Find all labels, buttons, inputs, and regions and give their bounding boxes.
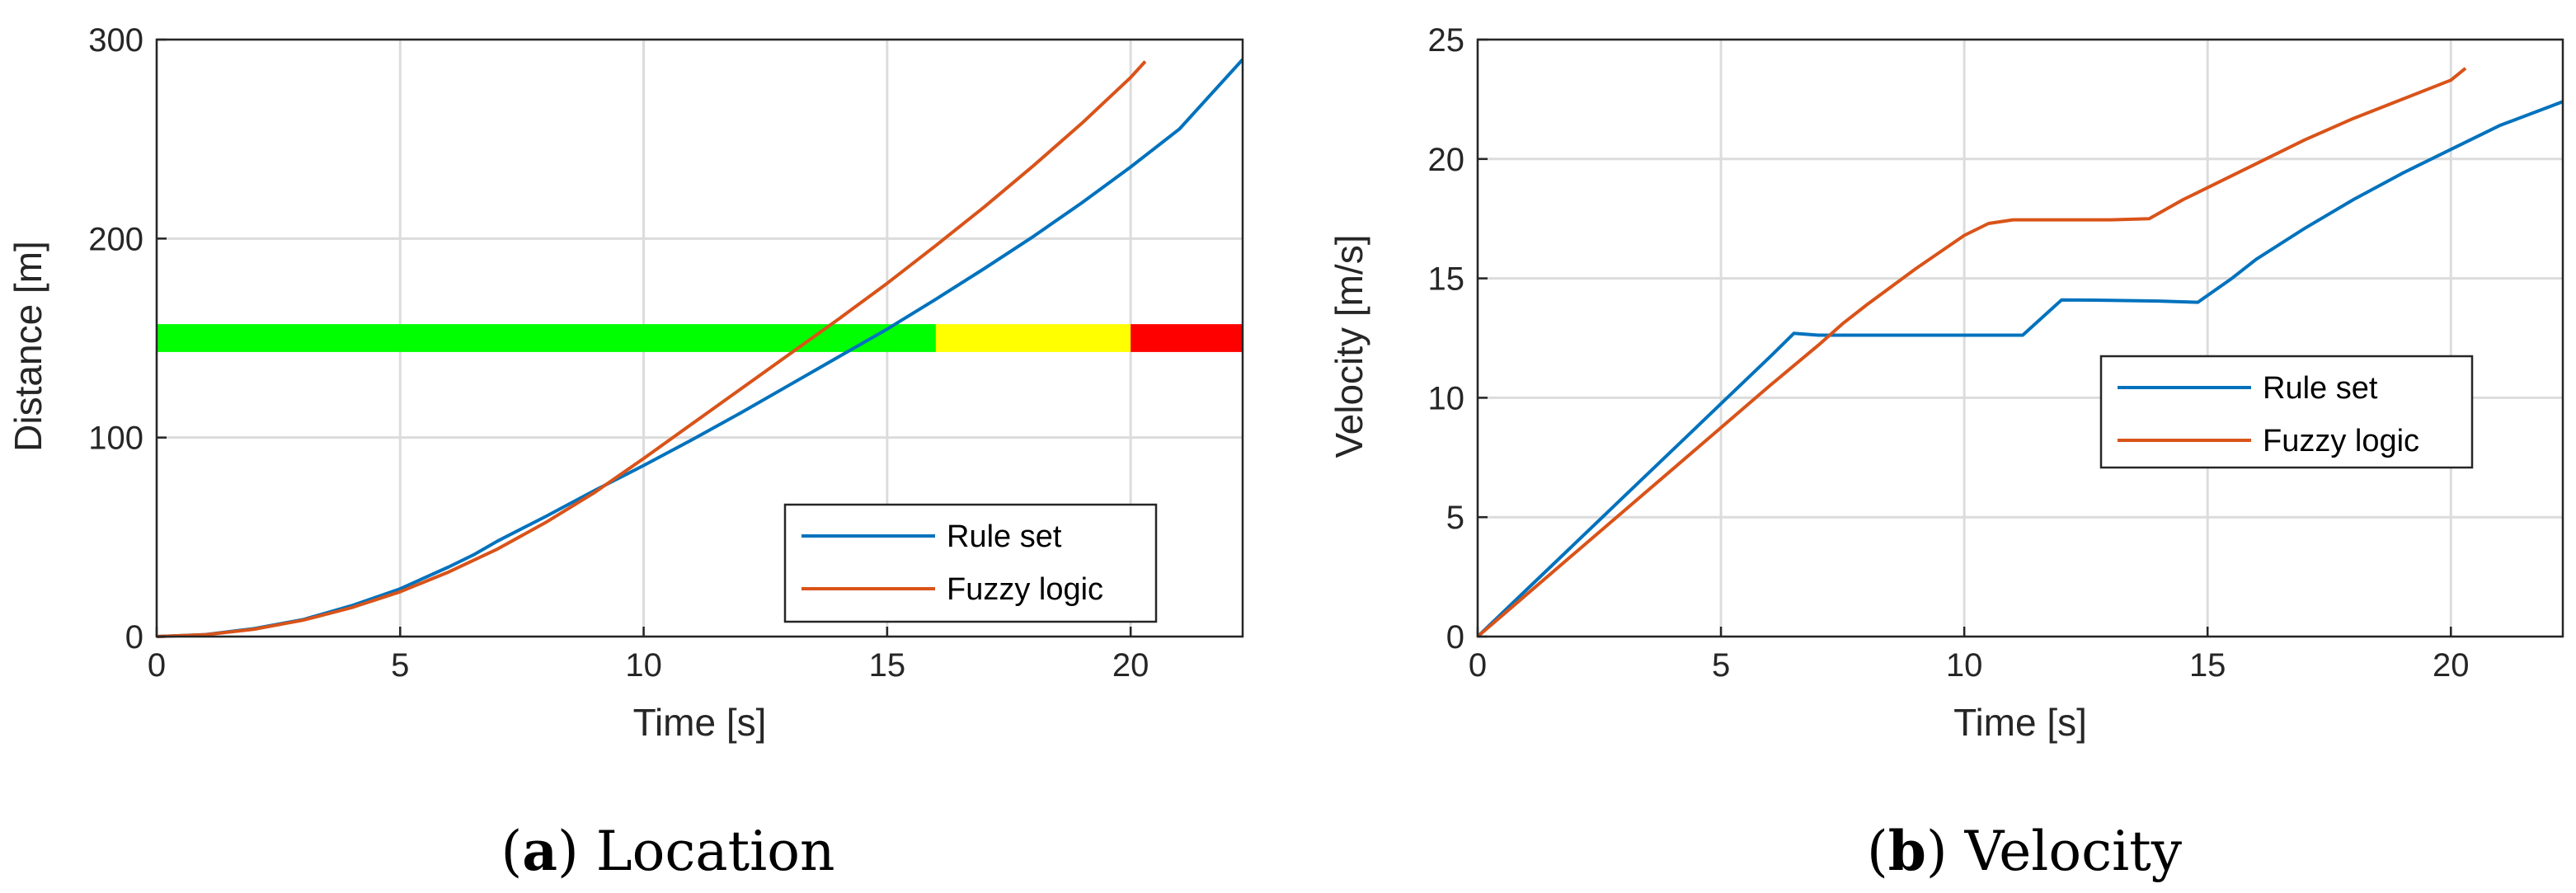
zone-band-green	[157, 324, 936, 352]
x-axis-label: Time [s]	[633, 701, 767, 744]
y-tick-label: 20	[1428, 142, 1465, 178]
y-tick-label: 0	[1446, 619, 1464, 656]
y-tick-label: 10	[1428, 380, 1465, 416]
series-line-fuzzy-logic	[1476, 67, 2467, 638]
zone-band-red	[1131, 324, 1243, 352]
caption-b-letter: b	[1888, 819, 1926, 883]
legend-label-fuzzy-logic: Fuzzy logic	[2263, 424, 2419, 458]
x-tick-label: 5	[1712, 647, 1730, 684]
caption-a-text: Location	[596, 820, 835, 883]
y-tick-label: 0	[125, 619, 143, 656]
x-tick-label: 10	[1946, 647, 1983, 684]
y-tick-label: 300	[88, 22, 143, 59]
legend: Rule set Fuzzy logic	[783, 503, 1158, 623]
plot-frame	[1476, 38, 2564, 638]
x-tick-label: 20	[2433, 647, 2470, 684]
caption-a-letter: a	[522, 819, 557, 883]
legend-label-rule-set: Rule set	[2263, 371, 2378, 406]
zone-bands	[157, 324, 1243, 352]
y-tick-label: 200	[88, 221, 143, 257]
caption-b: (b) Velocity	[1867, 819, 2183, 883]
series-line-rule-set	[156, 58, 1244, 638]
grid-lines	[1476, 38, 2563, 638]
plot-frame	[155, 38, 1244, 638]
x-tick-label: 15	[2189, 647, 2226, 684]
y-tick-label: 25	[1428, 22, 1465, 59]
zone-band-yellow	[935, 324, 1131, 352]
tick-labels: 0 5 10 15 20 0 5 10 15 20 25	[1428, 22, 2470, 684]
caption-a: (a) Location	[501, 819, 835, 883]
panel-velocity-chart: 0 5 10 15 20 0 5 10 15 20 25 Rule set Fuzzy logic T…	[1328, 22, 2564, 744]
axes-box	[155, 38, 1244, 638]
series-lines	[156, 58, 1244, 638]
legend-box	[2099, 355, 2474, 469]
x-tick-label: 20	[1112, 647, 1149, 684]
legend-label-rule-set: Rule set	[947, 519, 1062, 554]
series-line-rule-set	[1476, 100, 2564, 638]
series-lines	[1476, 67, 2564, 638]
legend-label-fuzzy-logic: Fuzzy logic	[947, 572, 1103, 607]
x-tick-label: 10	[625, 647, 662, 684]
x-tick-label: 0	[1469, 647, 1487, 684]
y-tick-label: 5	[1446, 500, 1464, 536]
y-axis-label: Velocity [m/s]	[1328, 235, 1370, 458]
y-tick-label: 15	[1428, 261, 1465, 298]
axes-box	[1476, 38, 2564, 638]
legend-box	[783, 503, 1158, 623]
x-tick-label: 15	[869, 647, 906, 684]
y-axis-label: Distance [m]	[7, 241, 49, 452]
series-line-fuzzy-logic	[156, 60, 1147, 638]
legend: Rule set Fuzzy logic	[2099, 355, 2474, 469]
y-tick-label: 100	[88, 421, 143, 457]
x-axis-label: Time [s]	[1953, 701, 2087, 744]
x-tick-label: 0	[148, 647, 166, 684]
caption-b-text: Velocity	[1964, 820, 2183, 883]
x-tick-label: 5	[391, 647, 409, 684]
